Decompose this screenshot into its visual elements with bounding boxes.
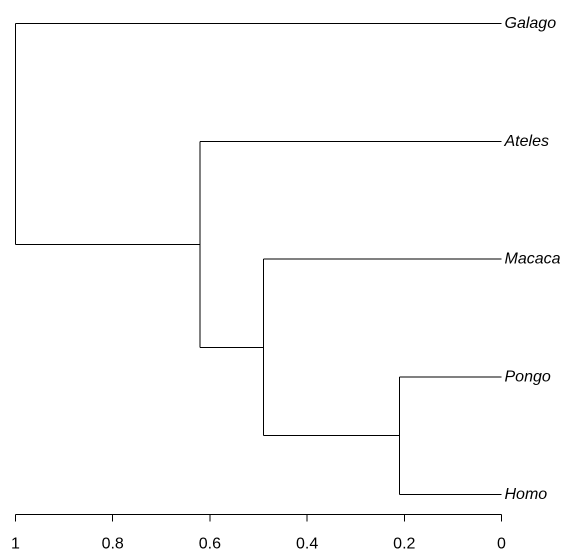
tip-label-macaca: Macaca [505,251,561,268]
axis-tick-label: 1 [11,536,20,553]
axis-tick-label: 0.6 [199,536,221,553]
axis-tick-label: 0.8 [102,536,124,553]
tip-label-pongo: Pongo [505,368,551,385]
axis-tick-label: 0 [497,536,506,553]
dendrogram-branches [15,23,502,495]
tip-label-galago: Galago [505,15,557,32]
axis-tick-label: 0.2 [393,536,415,553]
axis-tick-label: 0.4 [296,536,318,553]
tip-label-ateles: Ateles [504,133,549,150]
height-axis: 1 0.8 0.6 0.4 0.2 0 [11,514,506,553]
tip-labels: Galago Ateles Macaca Pongo Homo [504,15,561,503]
tip-label-homo: Homo [505,486,548,503]
